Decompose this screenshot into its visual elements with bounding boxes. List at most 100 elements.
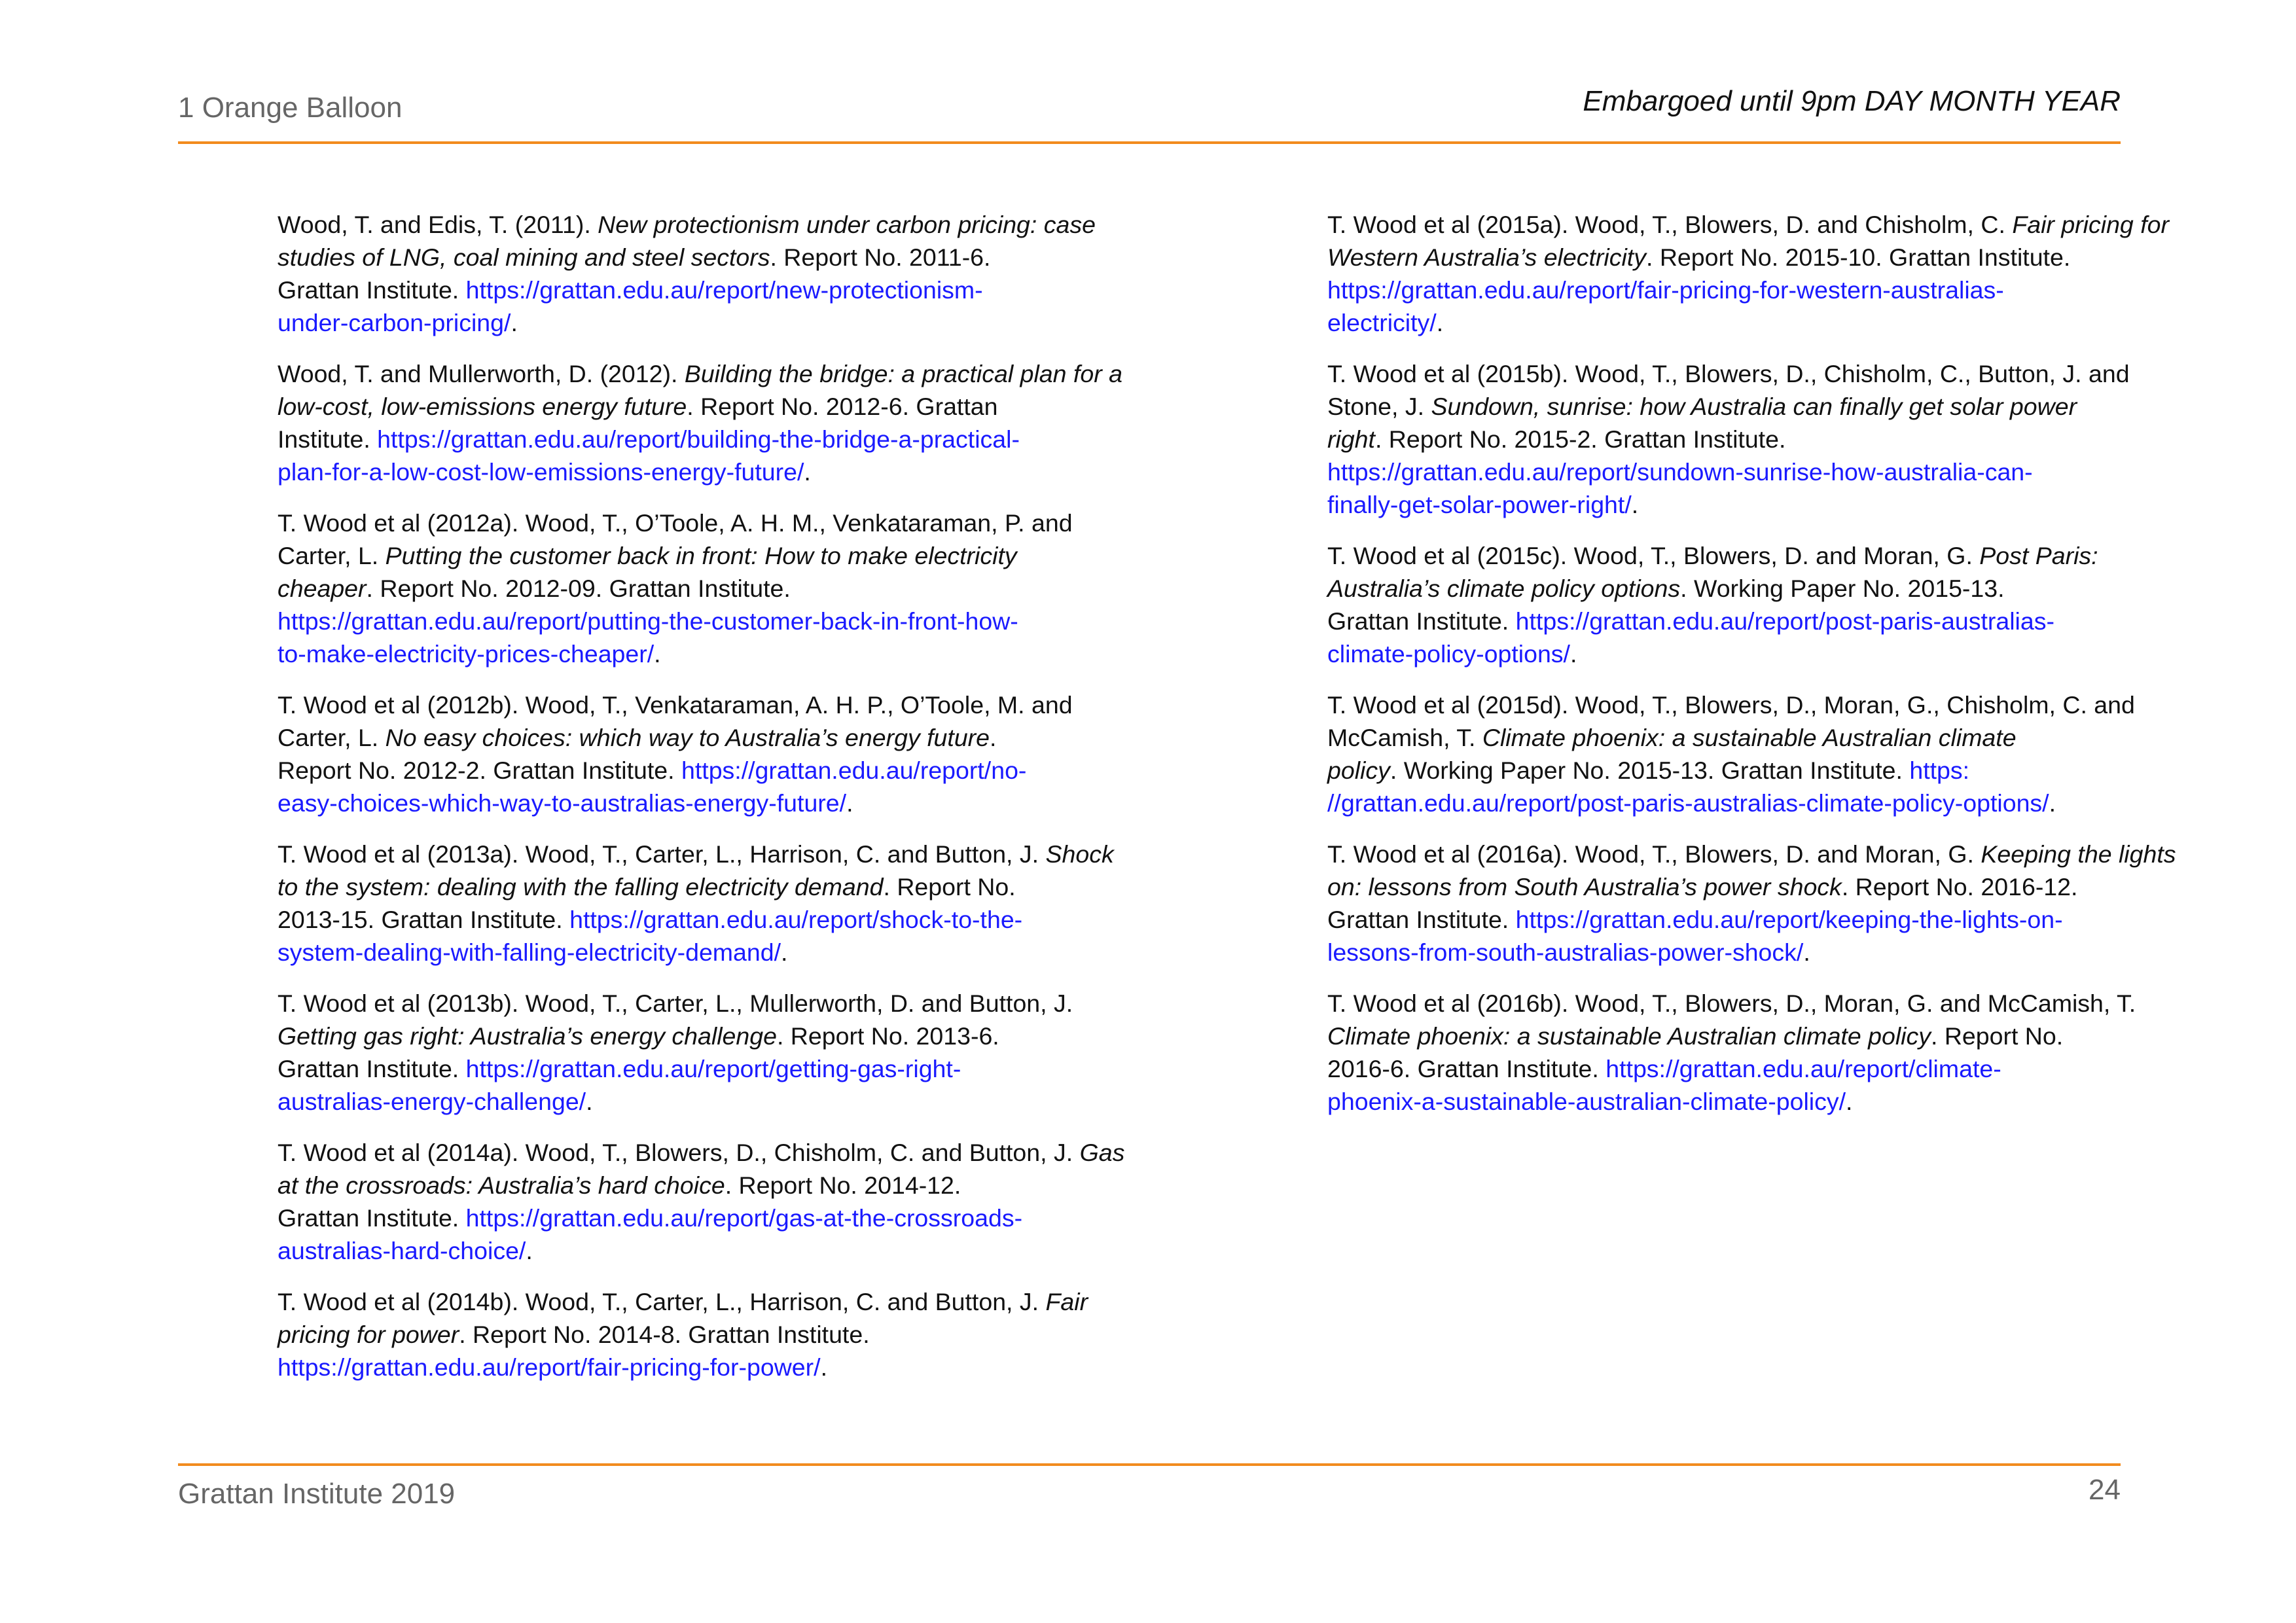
reference-link[interactable]: under-carbon-pricing/ (278, 309, 511, 336)
reference-link[interactable]: plan-for-a-low-cost-low-emissions-energy… (278, 458, 804, 486)
reference-title: Australia’s climate policy options (1327, 575, 1681, 602)
footer-divider (178, 1463, 2121, 1466)
reference-entry: T. Wood et al (2012a). Wood, T., O’Toole… (178, 507, 1075, 670)
reference-title: at the crossroads: Australia’s hard choi… (278, 1171, 725, 1199)
reference-link[interactable]: electricity/ (1327, 309, 1437, 336)
reference-link[interactable]: https://grattan.edu.au/report/keeping-th… (1515, 906, 2063, 933)
reference-link[interactable]: https://grattan.edu.au/report/new-protec… (465, 276, 983, 304)
reference-line: policy. Working Paper No. 2015-13. Gratt… (1327, 754, 2125, 787)
reference-link[interactable]: https://grattan.edu.au/report/sundown-su… (1327, 458, 2033, 486)
reference-line: Getting gas right: Australia’s energy ch… (278, 1020, 1075, 1052)
reference-link[interactable]: https://grattan.edu.au/report/shock-to-t… (569, 906, 1023, 933)
reference-line: Grattan Institute. https://grattan.edu.a… (278, 1052, 1075, 1085)
reference-link[interactable]: https: (1909, 757, 1970, 784)
reference-text: T. Wood et al (2012b). Wood, T., Venkata… (278, 691, 1073, 719)
reference-link[interactable]: australias-hard-choice/ (278, 1237, 526, 1264)
reference-link[interactable]: https://grattan.edu.au/report/climate- (1605, 1055, 2001, 1082)
reference-title: cheaper (278, 575, 367, 602)
reference-title: on: lessons from South Australia’s power… (1327, 873, 1842, 901)
reference-text: T. Wood et al (2013b). Wood, T., Carter,… (278, 990, 1073, 1017)
reference-line: electricity/. (1327, 306, 2125, 339)
reference-title: Putting the customer back in front: How … (385, 542, 1017, 569)
reference-entry: T. Wood et al (2015d). Wood, T., Blowers… (1228, 688, 2135, 819)
reference-line: low-cost, low-emissions energy future. R… (278, 390, 1075, 423)
reference-link[interactable]: https://grattan.edu.au/report/fair-prici… (1327, 276, 2004, 304)
reference-link[interactable]: https://grattan.edu.au/report/putting-th… (278, 607, 1018, 635)
reference-text: . (1631, 491, 1639, 518)
reference-text: T. Wood et al (2014b). Wood, T., Carter,… (278, 1288, 1046, 1315)
reference-line: Grattan Institute. https://grattan.edu.a… (1327, 605, 2125, 637)
reference-text: . (820, 1353, 827, 1381)
reference-title: Gas (1079, 1139, 1125, 1166)
reference-text: . (1846, 1088, 1853, 1115)
reference-link[interactable]: https://grattan.edu.au/report/post-paris… (1515, 607, 2054, 635)
reference-link[interactable]: climate-policy-options/ (1327, 640, 1570, 668)
reference-line: Climate phoenix: a sustainable Australia… (1327, 1020, 2125, 1052)
reference-link[interactable]: https://grattan.edu.au/report/gas-at-the… (465, 1204, 1023, 1232)
reference-line: cheaper. Report No. 2012-09. Grattan Ins… (278, 572, 1075, 605)
reference-line: https://grattan.edu.au/report/fair-prici… (1327, 274, 2125, 306)
reference-line: right. Report No. 2015-2. Grattan Instit… (1327, 423, 2125, 455)
reference-text: Wood, T. and Mullerworth, D. (2012). (278, 360, 685, 387)
reference-line: T. Wood et al (2013a). Wood, T., Carter,… (278, 838, 1114, 870)
reference-title: Post Paris: (1979, 542, 2098, 569)
reference-entry: T. Wood et al (2014b). Wood, T., Carter,… (178, 1285, 1088, 1383)
reference-line: Institute. https://grattan.edu.au/report… (278, 423, 1075, 455)
reference-line: Carter, L. No easy choices: which way to… (278, 721, 1075, 754)
reference-entry: T. Wood et al (2015b). Wood, T., Blowers… (1228, 357, 2130, 521)
reference-title: Fair pricing for (2012, 211, 2169, 238)
reference-text: T. Wood et al (2016a). Wood, T., Blowers… (1327, 840, 1981, 868)
reference-line: //grattan.edu.au/report/post-paris-austr… (1327, 787, 2125, 819)
reference-text: Grattan Institute. (278, 1204, 466, 1232)
reference-text: . (1570, 640, 1577, 668)
reference-title: Western Australia’s electricity (1327, 243, 1646, 271)
reference-text: . Report No. 2016-12. (1841, 873, 2078, 901)
reference-entry: T. Wood et al (2013b). Wood, T., Carter,… (178, 987, 1075, 1118)
reference-line: 2016-6. Grattan Institute. https://gratt… (1327, 1052, 2125, 1085)
embargo-notice: Embargoed until 9pm DAY MONTH YEAR (1583, 85, 2121, 117)
reference-text: Grattan Institute. (278, 276, 466, 304)
reference-line: Report No. 2012-2. Grattan Institute. ht… (278, 754, 1075, 787)
reference-link[interactable]: to-make-electricity-prices-cheaper/ (278, 640, 655, 668)
reference-link[interactable]: https://grattan.edu.au/report/no- (681, 757, 1027, 784)
reference-text: Grattan Institute. (278, 1055, 466, 1082)
reference-entry: T. Wood et al (2012b). Wood, T., Venkata… (178, 688, 1075, 819)
reference-link[interactable]: finally-get-solar-power-right/ (1327, 491, 1632, 518)
reference-line: T. Wood et al (2016b). Wood, T., Blowers… (1327, 987, 2136, 1020)
reference-link[interactable]: https://grattan.edu.au/report/fair-prici… (278, 1353, 821, 1381)
reference-title: Fair (1045, 1288, 1088, 1315)
reference-link[interactable]: easy-choices-which-way-to-australias-ene… (278, 789, 847, 817)
reference-entry: T. Wood et al (2013a). Wood, T., Carter,… (178, 838, 1114, 969)
reference-entry: T. Wood et al (2016a). Wood, T., Blowers… (1228, 838, 2176, 969)
reference-entry: T. Wood et al (2015a). Wood, T., Blowers… (1228, 208, 2169, 339)
reference-link[interactable]: https://grattan.edu.au/report/getting-ga… (465, 1055, 961, 1082)
reference-title: Climate phoenix: a sustainable Australia… (1482, 724, 2017, 751)
reference-entry: Wood, T. and Edis, T. (2011). New protec… (178, 208, 1096, 339)
reference-entry: T. Wood et al (2014a). Wood, T., Blowers… (178, 1136, 1124, 1267)
reference-link[interactable]: phoenix-a-sustainable-australian-climate… (1327, 1088, 1846, 1115)
reference-link[interactable]: lessons-from-south-australias-power-shoc… (1327, 938, 1804, 966)
reference-entry: T. Wood et al (2015c). Wood, T., Blowers… (1228, 539, 2125, 670)
reference-title: Shock (1045, 840, 1114, 868)
reference-text: 2013-15. Grattan Institute. (278, 906, 570, 933)
reference-title: policy (1327, 757, 1390, 784)
footer-publisher: Grattan Institute 2019 (178, 1478, 456, 1510)
reference-link[interactable]: system-dealing-with-falling-electricity-… (278, 938, 781, 966)
reference-text: . Report No. 2014-12. (725, 1171, 961, 1199)
reference-text: Wood, T. and Edis, T. (2011). (278, 211, 598, 238)
reference-link[interactable]: australias-energy-challenge/ (278, 1088, 586, 1115)
header-divider (178, 141, 2121, 144)
reference-line: australias-hard-choice/. (278, 1234, 1075, 1267)
reference-text: Grattan Institute. (1327, 607, 1516, 635)
reference-title: studies of LNG, coal mining and steel se… (278, 243, 770, 271)
reference-link[interactable]: https://grattan.edu.au/report/building-t… (377, 425, 1020, 453)
reference-text: . Report No. 2015-10. Grattan Institute. (1645, 243, 2071, 271)
reference-text: . Report No. (883, 873, 1016, 901)
reference-text: . (804, 458, 811, 486)
reference-entry: T. Wood et al (2016b). Wood, T., Blowers… (1228, 987, 2136, 1118)
reference-entry: Wood, T. and Mullerworth, D. (2012). Bui… (178, 357, 1122, 488)
reference-text: . Report No. (1931, 1022, 2064, 1050)
reference-link[interactable]: //grattan.edu.au/report/post-paris-austr… (1327, 789, 2049, 817)
reference-text: T. Wood et al (2015a). Wood, T., Blowers… (1327, 211, 2013, 238)
reference-text: T. Wood et al (2015c). Wood, T., Blowers… (1327, 542, 1980, 569)
